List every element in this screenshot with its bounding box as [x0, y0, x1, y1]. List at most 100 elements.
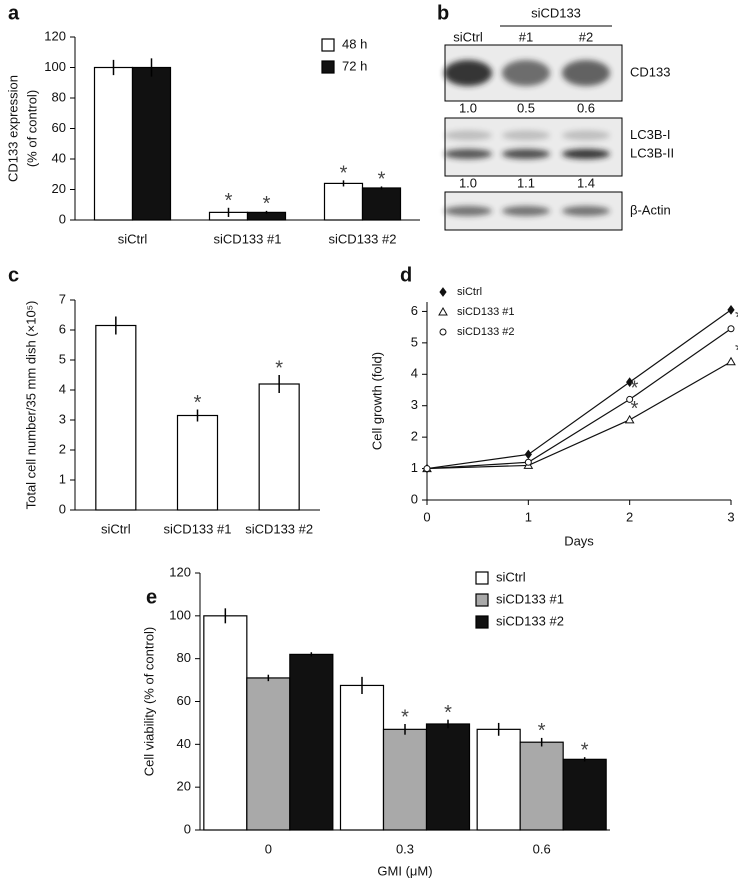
point	[438, 306, 448, 316]
y-tick-label: 40	[52, 150, 66, 165]
bar	[382, 728, 428, 831]
x-tick-label: 1	[525, 509, 532, 524]
y-tick-label: 0	[59, 211, 66, 226]
quantification-label: 1.4	[577, 175, 595, 190]
significance-marker: *	[631, 378, 639, 400]
point	[439, 328, 447, 336]
band-label: CD133	[630, 64, 670, 79]
bar	[323, 182, 364, 221]
y-axis-label: Total cell number/35 mm dish (×10⁵)	[23, 301, 38, 510]
band-label: LC3B-I	[630, 127, 670, 142]
bar	[93, 66, 134, 221]
point	[727, 305, 735, 315]
point	[624, 414, 635, 424]
y-tick-label: 0	[59, 501, 66, 516]
y-tick-label: 4	[411, 366, 418, 381]
panel-label: d	[400, 264, 412, 286]
y-tick-label: 5	[59, 351, 66, 366]
band	[562, 60, 610, 86]
y-tick-label: 20	[177, 779, 191, 794]
y-tick-label: 6	[59, 321, 66, 336]
line	[426, 361, 732, 470]
x-tick-label: 0.3	[396, 841, 414, 856]
significance-marker: *	[225, 190, 233, 212]
x-tick-label: siCD133 #1	[164, 521, 232, 536]
panel-label: a	[8, 2, 20, 24]
y-tick-label: 0	[184, 821, 191, 836]
x-tick-label: 3	[727, 509, 734, 524]
y-tick-label: 0	[411, 491, 418, 506]
legend-label: siCtrl	[457, 286, 482, 298]
bar	[203, 615, 248, 831]
quantification-label: 0.6	[577, 100, 595, 115]
significance-marker: *	[444, 702, 452, 724]
bar	[131, 66, 172, 221]
point	[423, 465, 431, 473]
bar	[246, 677, 291, 831]
x-tick-label: 0	[423, 509, 430, 524]
significance-marker: *	[275, 357, 283, 379]
band	[562, 148, 610, 159]
y-tick-label: 3	[411, 397, 418, 412]
y-tick-label: 1	[59, 471, 66, 486]
y-tick-label: 4	[59, 381, 66, 396]
bar	[176, 414, 219, 511]
legend-swatch	[475, 615, 489, 629]
band	[502, 148, 550, 159]
y-tick-label: 6	[411, 303, 418, 318]
bar	[425, 723, 471, 831]
significance-marker: *	[538, 720, 546, 742]
bar	[519, 741, 564, 831]
bar	[289, 653, 334, 831]
y-tick-label: 120	[169, 564, 191, 579]
significance-marker: *	[194, 392, 202, 414]
point	[626, 377, 634, 387]
y-axis-label: Cell viability (% of control)	[141, 627, 156, 777]
bar	[476, 728, 521, 831]
band	[502, 130, 550, 141]
point	[727, 325, 735, 333]
significance-marker: *	[340, 163, 348, 185]
x-axis-label: Days	[564, 533, 594, 548]
group-label: siCD133	[531, 5, 581, 20]
x-tick-label: siCD133 #2	[245, 521, 313, 536]
legend-label: siCtrl	[496, 569, 526, 584]
lane-label: #2	[579, 29, 593, 44]
band	[502, 206, 550, 216]
y-tick-label: 5	[411, 334, 418, 349]
legend-swatch	[321, 38, 335, 52]
quantification-label: 0.5	[517, 100, 535, 115]
y-tick-label: 2	[59, 441, 66, 456]
point	[626, 395, 634, 403]
x-tick-label: 0.6	[533, 841, 551, 856]
point	[524, 449, 532, 460]
x-tick-label: siCtrl	[118, 231, 148, 246]
y-tick-label: 2	[411, 429, 418, 444]
point	[524, 458, 532, 466]
bar	[562, 758, 607, 831]
point	[439, 287, 447, 297]
point	[726, 356, 736, 366]
x-tick-label: siCtrl	[101, 521, 131, 536]
significance-marker: *	[263, 193, 271, 215]
legend-label: siCD133 #1	[457, 306, 514, 318]
panel-label: e	[146, 586, 157, 608]
significance-marker: *	[735, 340, 738, 362]
quantification-label: 1.0	[459, 100, 477, 115]
band-label: β-Actin	[630, 202, 671, 217]
y-tick-label: 3	[59, 411, 66, 426]
x-tick-label: 2	[626, 509, 633, 524]
significance-marker: *	[631, 398, 639, 420]
x-axis-label: GMI (μM)	[377, 863, 432, 878]
y-tick-label: 60	[177, 693, 191, 708]
legend-label: siCD133 #1	[496, 591, 564, 606]
y-tick-label: 60	[52, 120, 66, 135]
y-tick-label: 40	[177, 736, 191, 751]
x-tick-label: siCD133 #1	[214, 231, 282, 246]
y-tick-label: 100	[44, 59, 66, 74]
significance-marker: *	[401, 706, 409, 728]
band	[562, 206, 610, 216]
band	[444, 148, 492, 159]
y-tick-label: 7	[59, 291, 66, 306]
